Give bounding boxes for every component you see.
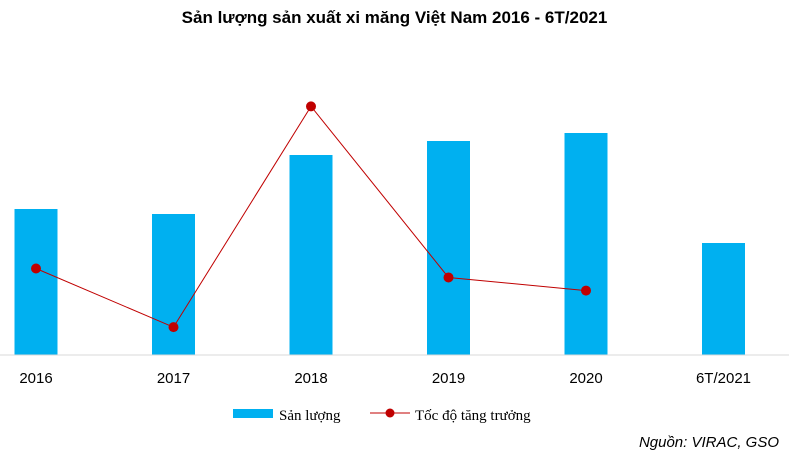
x-tick-label: 2016 — [19, 370, 52, 387]
bar-6t-2021 — [702, 243, 745, 355]
growth-point — [31, 263, 41, 274]
growth-point — [306, 101, 316, 112]
growth-point — [168, 322, 179, 333]
growth-point — [581, 285, 591, 296]
bar-series — [14, 133, 745, 355]
bar-2017 — [152, 214, 195, 355]
x-tick-label: 6T/2021 — [696, 370, 751, 387]
growth-point — [443, 272, 454, 283]
legend-swatch-san-luong — [233, 409, 273, 418]
source-note: Nguồn: VIRAC, GSO — [638, 434, 779, 451]
bar-2018 — [289, 155, 333, 355]
x-tick-label: 2018 — [294, 370, 327, 387]
x-tick-label: 2020 — [569, 370, 602, 387]
x-tick-label: 2017 — [157, 370, 190, 387]
x-tick-label: 2019 — [432, 370, 465, 387]
category-labels: 2016 2017 2018 2019 2020 6T/2021 — [19, 370, 751, 387]
line-series — [31, 101, 591, 333]
chart-title: Sản lượng sản xuất xi măng Việt Nam 2016… — [181, 8, 608, 27]
legend-label-san-luong: Sản lượng — [279, 408, 341, 424]
bar-2016 — [14, 209, 58, 355]
legend: Sản lượng Tốc độ tăng trưởng — [233, 408, 531, 424]
bar-2020 — [564, 133, 608, 355]
bar-2019 — [427, 141, 470, 355]
legend-swatch-marker — [385, 408, 395, 418]
legend-label-toc-do: Tốc độ tăng trưởng — [415, 408, 531, 424]
